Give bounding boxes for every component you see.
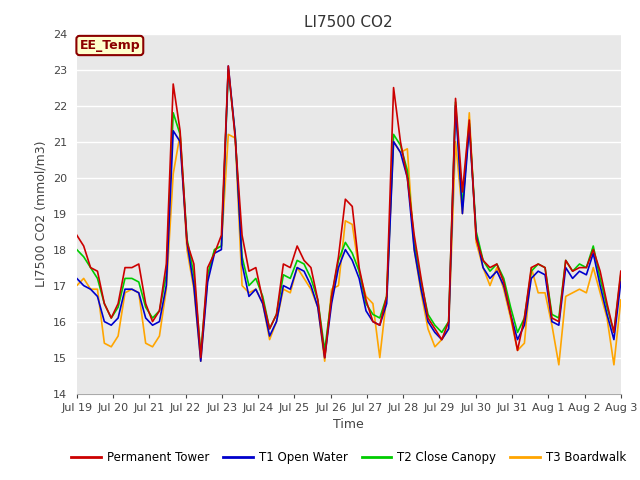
Permanent Tower	[328, 294, 335, 300]
T3 Boardwalk	[424, 326, 432, 332]
T1 Open Water	[438, 337, 445, 343]
T1 Open Water	[73, 276, 81, 281]
Permanent Tower	[438, 337, 445, 343]
T1 Open Water	[459, 211, 467, 216]
Permanent Tower	[410, 232, 418, 238]
Permanent Tower	[417, 276, 425, 281]
T2 Close Canopy	[569, 268, 577, 274]
T3 Boardwalk	[314, 304, 322, 310]
T3 Boardwalk	[617, 297, 625, 303]
Permanent Tower	[459, 189, 467, 195]
T2 Close Canopy	[410, 240, 418, 245]
T3 Boardwalk	[445, 326, 452, 332]
Permanent Tower	[225, 63, 232, 69]
T3 Boardwalk	[555, 362, 563, 368]
T2 Close Canopy	[417, 279, 425, 285]
Line: T2 Close Canopy: T2 Close Canopy	[77, 70, 621, 354]
T2 Close Canopy	[438, 330, 445, 336]
Line: T1 Open Water: T1 Open Water	[77, 66, 621, 361]
T3 Boardwalk	[397, 150, 404, 156]
Permanent Tower	[197, 355, 205, 360]
X-axis label: Time: Time	[333, 418, 364, 431]
Line: Permanent Tower: Permanent Tower	[77, 66, 621, 358]
T1 Open Water	[197, 359, 205, 364]
T1 Open Water	[417, 286, 425, 292]
T1 Open Water	[569, 276, 577, 281]
T2 Close Canopy	[197, 351, 205, 357]
T1 Open Water	[410, 247, 418, 252]
T3 Boardwalk	[569, 290, 577, 296]
Line: T3 Boardwalk: T3 Boardwalk	[77, 113, 621, 365]
T2 Close Canopy	[459, 204, 467, 209]
Permanent Tower	[617, 268, 625, 274]
T2 Close Canopy	[617, 272, 625, 277]
Y-axis label: LI7500 CO2 (mmol/m3): LI7500 CO2 (mmol/m3)	[35, 140, 47, 287]
T3 Boardwalk	[73, 283, 81, 288]
T2 Close Canopy	[225, 67, 232, 72]
Title: LI7500 CO2: LI7500 CO2	[305, 15, 393, 30]
Legend: Permanent Tower, T1 Open Water, T2 Close Canopy, T3 Boardwalk: Permanent Tower, T1 Open Water, T2 Close…	[67, 446, 631, 469]
T2 Close Canopy	[328, 294, 335, 300]
T1 Open Water	[328, 300, 335, 307]
T3 Boardwalk	[465, 110, 473, 116]
Permanent Tower	[73, 232, 81, 238]
T1 Open Water	[225, 63, 232, 69]
Text: EE_Temp: EE_Temp	[79, 39, 140, 52]
T1 Open Water	[617, 279, 625, 285]
T2 Close Canopy	[73, 247, 81, 252]
T3 Boardwalk	[403, 146, 411, 152]
Permanent Tower	[569, 268, 577, 274]
